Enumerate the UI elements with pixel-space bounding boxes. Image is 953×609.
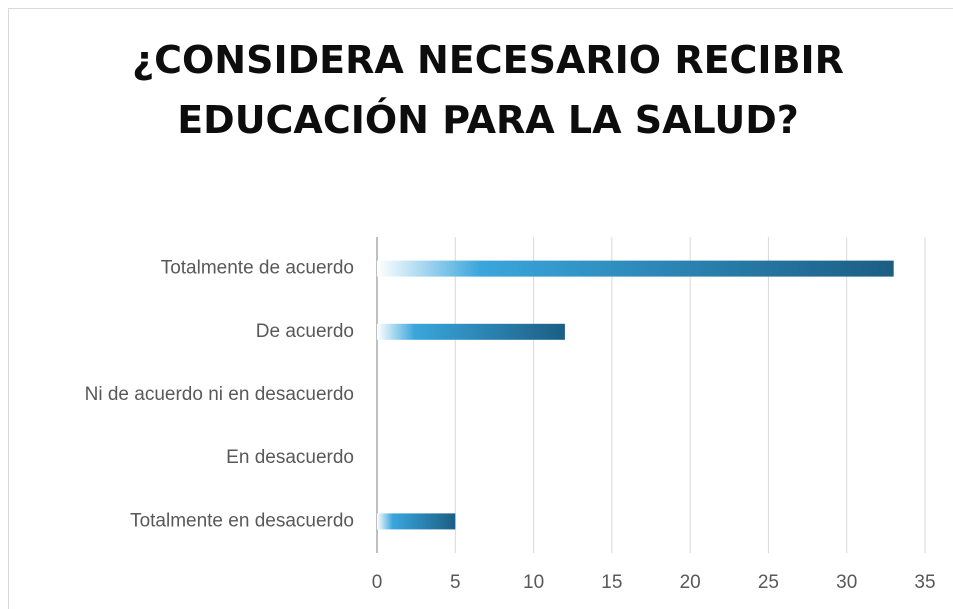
x-tick-label: 25 (758, 572, 779, 593)
bar (377, 323, 565, 340)
bar (377, 513, 456, 530)
chart-title: ¿CONSIDERA NECESARIO RECIBIR EDUCACIÓN P… (132, 38, 844, 142)
chart-border (8, 8, 953, 609)
x-tick-label: 20 (680, 572, 701, 593)
y-tick-label: De acuerdo (256, 321, 354, 342)
x-tick-label: 5 (450, 572, 461, 593)
y-tick-label: Totalmente en desacuerdo (130, 510, 354, 531)
y-tick-label: Ni de acuerdo ni en desacuerdo (85, 384, 354, 405)
bar (377, 260, 894, 277)
x-tick-label: 35 (914, 572, 935, 593)
x-tick-label: 10 (523, 572, 544, 593)
x-tick-label: 30 (836, 572, 857, 593)
y-tick-label: En desacuerdo (226, 447, 354, 468)
x-tick-label: 0 (372, 572, 383, 593)
y-tick-label: Totalmente de acuerdo (161, 258, 354, 279)
x-tick-label: 15 (601, 572, 622, 593)
